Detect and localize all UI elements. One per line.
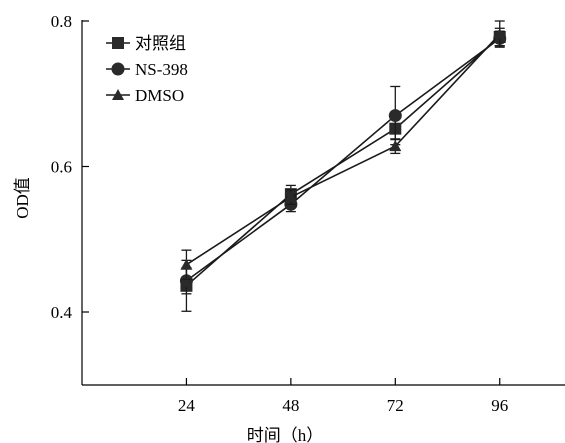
y-tick-label: 0.4 [51,303,73,322]
series-circle [179,30,507,295]
data-point [179,274,193,288]
legend-item: NS-398 [106,60,188,79]
data-point [284,191,297,203]
data-point [388,109,402,123]
legend-item: DMSO [106,86,184,105]
axes [81,20,565,386]
legend-label: NS-398 [135,60,188,79]
legend-marker [112,37,124,49]
legend: 对照组 NS-398 DMSO [106,34,188,105]
x-tick-label: 96 [491,396,508,415]
x-tick-label: 72 [387,396,404,415]
legend-marker [111,62,125,76]
series-line [185,37,501,282]
ticks: 0.4 0.6 0.8 24 48 72 96 [51,12,508,415]
x-axis-title: 时间（h） [247,426,324,443]
series-layer [179,20,507,312]
series-line [185,36,501,287]
y-axis-title: OD值 [13,177,32,219]
x-tick-label: 48 [282,396,299,415]
y-tick-label: 0.6 [51,158,72,177]
data-point [493,28,506,40]
x-tick-label: 24 [178,396,196,415]
series-triangle [180,20,506,280]
series-line [185,33,501,266]
data-point [389,140,402,152]
legend-label: 对照组 [135,34,186,53]
legend-label: DMSO [135,86,184,105]
legend-item: 对照组 [106,34,186,53]
y-tick-label: 0.8 [51,12,72,31]
legend-marker [112,89,124,100]
data-point [180,258,193,270]
